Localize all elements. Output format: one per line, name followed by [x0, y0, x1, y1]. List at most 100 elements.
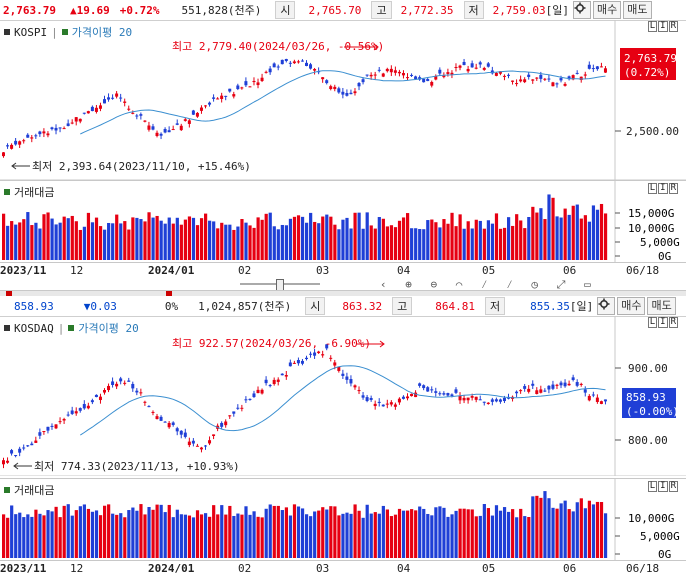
candle [393, 404, 397, 407]
candle [191, 110, 195, 115]
volume-bar [535, 212, 539, 260]
candle [10, 450, 14, 454]
volume-bar [357, 510, 361, 558]
gear-icon[interactable] [597, 297, 616, 315]
corner-r[interactable]: R [668, 317, 678, 328]
candle [228, 415, 232, 417]
kosdaq-sell-button[interactable]: 매도 [647, 297, 676, 315]
candle [30, 137, 34, 139]
candle [414, 392, 418, 398]
volume-bar [66, 504, 70, 558]
square-icon [4, 487, 10, 493]
corner-i[interactable]: I [658, 481, 668, 492]
volume-bar [191, 517, 196, 558]
kospi-buy-button[interactable]: 매수 [593, 1, 622, 19]
kosdaq-period[interactable]: [일] [569, 300, 594, 313]
kospi-period[interactable]: [일] [545, 4, 570, 17]
corner-i[interactable]: I [658, 317, 668, 328]
candle [224, 95, 228, 97]
kospi-price-chart[interactable]: 최고 2,779.40(2024/03/26, -0.56%) 최저 2,393… [0, 20, 686, 180]
kospi-vol-tick: 15,000G [628, 207, 674, 220]
volume-bar [228, 505, 232, 558]
candle [393, 70, 397, 73]
volume-bar [103, 505, 107, 558]
volume-bar [563, 500, 567, 558]
kospi-volume-chart[interactable]: 15,000G 10,000G 5,000G 0G [0, 180, 686, 262]
kosdaq-price-chart[interactable]: 최고 922.57(2024/03/26, -6.90%) 최저 774.33(… [0, 316, 686, 476]
volume-bar [183, 219, 187, 260]
volume-bar [199, 514, 204, 558]
volume-bar [490, 515, 495, 558]
volume-bar [119, 223, 123, 260]
volume-bar [341, 219, 345, 260]
volume-bar [603, 513, 608, 558]
candle [131, 383, 135, 389]
kosdaq-indicator[interactable]: 가격이평 20 [78, 322, 139, 335]
candle [18, 448, 22, 453]
volume-bar [539, 497, 543, 558]
candle [515, 83, 519, 85]
kospi-name: KOSPI [14, 25, 48, 39]
volume-bar [462, 228, 466, 260]
volume-bar [559, 503, 563, 558]
candle [523, 79, 527, 83]
candle [240, 407, 244, 409]
corner-l[interactable]: L [647, 21, 658, 32]
candle [131, 112, 135, 114]
volume-bar [284, 225, 288, 260]
candle [280, 373, 284, 376]
candle [527, 388, 531, 392]
corner-r[interactable]: R [668, 481, 678, 492]
gear-icon[interactable] [573, 1, 592, 19]
candle [583, 74, 587, 76]
volume-bar [418, 506, 422, 558]
candle [139, 114, 143, 116]
kospi-sell-button[interactable]: 매도 [623, 1, 652, 19]
candle [373, 403, 377, 407]
volume-bar [90, 222, 95, 260]
volume-bar [195, 510, 200, 558]
volume-bar [66, 218, 70, 260]
volume-bar [70, 215, 74, 260]
volume-bar [155, 215, 159, 260]
kosdaq-volume-chart[interactable]: 10,000G 5,000G 0G [0, 478, 686, 560]
corner-l[interactable]: L [647, 183, 658, 194]
candle [365, 74, 369, 76]
candle [430, 389, 434, 391]
kospi-indicator[interactable]: 가격이평 20 [71, 26, 133, 39]
corner-l[interactable]: L [647, 317, 658, 328]
corner-i[interactable]: I [658, 183, 668, 194]
candle [571, 75, 575, 80]
candle [511, 80, 515, 82]
volume-bar [212, 221, 216, 260]
volume-bar [559, 217, 563, 260]
candle [523, 386, 527, 389]
volume-bar [511, 509, 515, 558]
candle [296, 359, 300, 364]
volume-bar [272, 226, 276, 260]
kospi-scrollbar[interactable]: ‹ ⊕ ⊖ ⌒ ⁄ ⁄ ◷ ⤢ ▭ ◈ ⌂ ↺ ▸ ⊞ [0, 278, 614, 305]
volume-bar [442, 219, 446, 260]
corner-i[interactable]: I [658, 21, 668, 32]
corner-l[interactable]: L [647, 481, 658, 492]
corner-r[interactable]: R [668, 183, 678, 194]
candle [147, 406, 151, 408]
candle [123, 101, 127, 103]
volume-bar [410, 509, 414, 558]
candle [6, 460, 10, 463]
volume-bar [430, 219, 434, 260]
candle [329, 86, 333, 90]
kosdaq-annot-low: 최저 774.33(2023/11/13, +10.93%) [34, 460, 240, 473]
volume-bar [474, 219, 478, 260]
corner-r[interactable]: R [668, 21, 678, 32]
candle [466, 397, 470, 401]
volume-bar [46, 212, 50, 260]
volume-bar [123, 221, 127, 260]
kosdaq-buy-button[interactable]: 매수 [617, 297, 646, 315]
candle [175, 123, 179, 125]
x-tick: 06 [563, 264, 577, 277]
